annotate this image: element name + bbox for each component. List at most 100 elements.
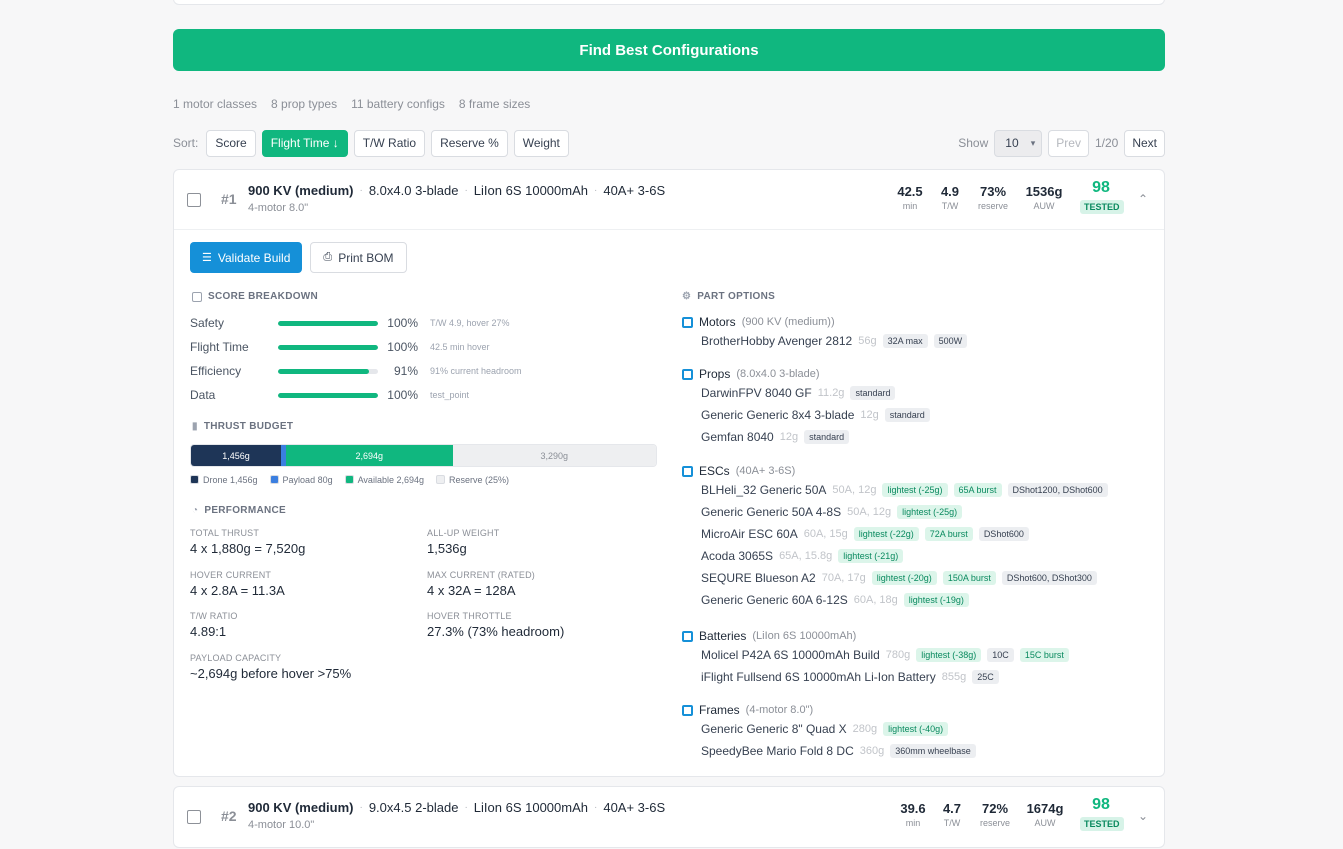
show-label: Show [958, 136, 989, 150]
prev-page-button[interactable]: Prev [1048, 129, 1089, 157]
part-option[interactable]: DarwinFPV 8040 GF 11.2g standard [701, 382, 930, 404]
part-group-header: Frames (4-motor 8.0") [682, 702, 976, 718]
separator-dot: · [464, 802, 468, 813]
sort-flight-time-button[interactable]: Flight Time ↓ [261, 129, 348, 157]
sort-reserve-button[interactable]: Reserve % [431, 129, 508, 157]
part-option[interactable]: Generic Generic 8x4 3-blade 12g standard [701, 404, 930, 426]
part-option[interactable]: SEQURE Blueson A2 70A, 17g lightest (-20g… [701, 567, 1108, 589]
section-title-text: THRUST BUDGET [203, 421, 294, 432]
part-option[interactable]: Generic Generic 8" Quad X 280g lightest (… [701, 718, 976, 740]
part-option[interactable]: Gemfan 8040 12g standard [701, 426, 930, 448]
chevron-down-icon[interactable]: ⌄ [1138, 809, 1149, 823]
result-esc: 40A+ 3-6S [603, 183, 666, 198]
metric-label: reserve [979, 818, 1010, 828]
sort-weight-button[interactable]: Weight [513, 129, 569, 157]
performance-item: HOVER THROTTLE 27.3% (73% headroom) [427, 611, 564, 639]
separator-dot: · [359, 185, 363, 196]
metric-label: AUW [1034, 818, 1056, 828]
metric-value: 73% [979, 184, 1007, 199]
score-note: test_point [430, 390, 470, 400]
part-tag-highlight: lightest (-38g) [916, 648, 982, 662]
part-group-sub: (900 KV (medium)) [741, 316, 835, 328]
compare-checkbox[interactable] [187, 193, 201, 207]
part-spec: 65A, 15.8g [779, 550, 833, 562]
motor-icon [682, 316, 693, 328]
legend-swatch [435, 475, 445, 484]
page-size-select[interactable]: 10 ▾ [994, 129, 1043, 157]
performance-item: HOVER CURRENT 4 x 2.8A = 11.3A [190, 570, 285, 598]
part-option[interactable]: BrotherHobby Avenger 2812 56g 32A max 500W [701, 330, 968, 352]
result-card-header[interactable]: #1 900 KV (medium) · 8.0x4.0 3-blade · L… [174, 170, 1164, 230]
next-page-button[interactable]: Next [1124, 129, 1165, 157]
part-tag: DShot600 [978, 527, 1029, 541]
sort-tw-ratio-button[interactable]: T/W Ratio [353, 129, 426, 157]
chevron-down-icon: ▾ [1030, 137, 1036, 148]
metric-value: 72% [981, 801, 1009, 816]
performance-label: MAX CURRENT (RATED) [427, 569, 535, 580]
score-percent: 91% [393, 364, 418, 378]
part-option[interactable]: Generic Generic 50A 4-8S 50A, 12g lightes… [701, 501, 1108, 523]
result-card: #2 900 KV (medium) · 9.0x4.5 2-blade · L… [173, 786, 1165, 848]
sort-score-button[interactable]: Score [206, 129, 256, 157]
part-tag-highlight: lightest (-25g) [897, 505, 963, 519]
stat-battery-configs: 11 battery configs [351, 97, 445, 111]
legend-swatch [344, 475, 354, 484]
score-bar-fill [278, 320, 378, 326]
part-group: ESCs (40A+ 3-6S) BLHeli_32 Generic 50A 5… [682, 463, 1108, 611]
part-option[interactable]: Molicel P42A 6S 10000mAh Build 780g light… [701, 644, 1069, 666]
part-name: Generic Generic 60A 6-12S [701, 593, 848, 607]
part-options-title: ⚙ PART OPTIONS [682, 291, 775, 302]
part-option[interactable]: Acoda 3065S 65A, 15.8g lightest (-21g) [701, 545, 1108, 567]
part-option[interactable]: MicroAir ESC 60A 60A, 15g lightest (-22g)… [701, 523, 1108, 545]
part-name: BLHeli_32 Generic 50A [701, 483, 827, 497]
result-card-header[interactable]: #2 900 KV (medium) · 9.0x4.5 2-blade · L… [174, 787, 1164, 847]
part-option[interactable]: SpeedyBee Mario Fold 8 DC 360g 360mm whee… [701, 740, 976, 762]
part-tag: DShot600, DShot300 [1001, 571, 1097, 585]
part-tag-highlight: lightest (-40g) [883, 722, 949, 736]
metric-value: 1536g [1025, 184, 1063, 199]
result-score: 98 TESTED [1080, 796, 1124, 832]
score-bar-fill [278, 392, 378, 398]
performance-label: TOTAL THRUST [190, 528, 260, 538]
find-best-configurations-button[interactable]: Find Best Configurations [173, 29, 1165, 71]
part-spec: 360g [859, 745, 885, 757]
separator-dot: · [464, 185, 468, 196]
legend-item: Drone 1,456g [190, 475, 258, 485]
part-name: Generic Generic 8x4 3-blade [701, 408, 855, 422]
part-spec: 50A, 12g [832, 484, 877, 496]
prop-icon [682, 368, 693, 380]
print-bom-button[interactable]: ⎙ Print BOM [310, 242, 407, 273]
part-tag-highlight: 65A burst [953, 483, 1002, 497]
part-option[interactable]: iFlight Fullsend 6S 10000mAh Li-Ion Batt… [701, 666, 1069, 688]
sort-label: Sort: [173, 136, 199, 150]
validate-build-button[interactable]: ☰ Validate Build [190, 242, 303, 273]
thrust-segment [281, 445, 286, 466]
compare-checkbox[interactable] [187, 810, 201, 824]
part-tag: 360mm wheelbase [890, 744, 976, 758]
score-percent: 100% [387, 316, 418, 330]
performance-label: HOVER THROTTLE [427, 611, 512, 621]
thrust-budget-title: ▮ THRUST BUDGET [192, 421, 293, 432]
part-name: MicroAir ESC 60A [701, 527, 798, 541]
legend-label: Drone 1,456g [203, 475, 258, 485]
chevron-up-icon[interactable]: ⌃ [1138, 192, 1149, 206]
validate-build-label: Validate Build [217, 250, 291, 265]
result-rank: #2 [221, 808, 237, 824]
wrench-icon: ⚙ [682, 291, 692, 302]
metric-flight-time: 42.5 min [894, 184, 926, 211]
metric-flight-time: 39.6 min [897, 801, 929, 828]
part-group-header: Batteries (LiIon 6S 10000mAh) [682, 628, 1069, 644]
performance-value: 4 x 1,880g = 7,520g [190, 541, 306, 556]
score-breakdown-title: SCORE BREAKDOWN [192, 291, 318, 302]
part-spec: 280g [852, 723, 878, 735]
score-percent: 100% [387, 340, 418, 354]
part-option[interactable]: BLHeli_32 Generic 50A 50A, 12g lightest (… [701, 479, 1108, 501]
pagination: Show 10 ▾ Prev 1/20 Next [958, 129, 1165, 157]
metric-tw: 4.9 T/W [938, 184, 962, 211]
score-bar [278, 344, 378, 350]
part-tag-highlight: lightest (-20g) [871, 571, 937, 585]
part-option[interactable]: Generic Generic 60A 6-12S 60A, 18g lighte… [701, 589, 1108, 611]
part-group-name: Motors [699, 315, 736, 329]
part-tag-highlight: 15C burst [1019, 648, 1069, 662]
part-tag: standard [804, 430, 850, 444]
